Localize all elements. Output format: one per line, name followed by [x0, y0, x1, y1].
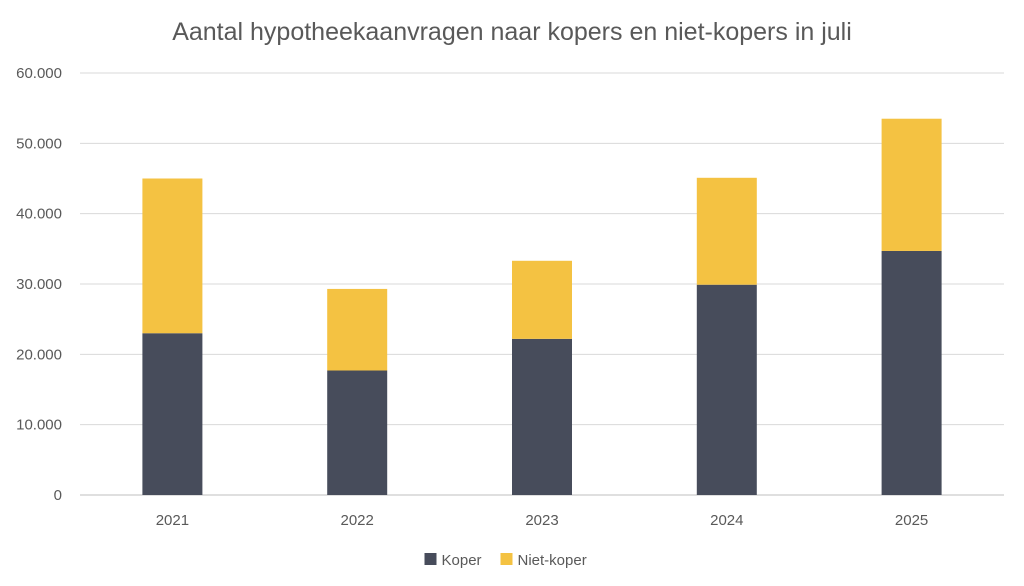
y-tick-label: 0 — [54, 487, 62, 504]
x-tick-label: 2025 — [895, 512, 928, 529]
y-tick-label: 50.000 — [16, 135, 62, 152]
bar-koper-2025 — [881, 250, 942, 495]
bar-niet-koper-2025 — [881, 118, 942, 251]
bar-niet-koper-2022 — [327, 288, 388, 371]
bar-niet-koper-2024 — [696, 177, 757, 285]
bar-niet-koper-2021 — [142, 178, 203, 334]
bar-koper-2023 — [512, 338, 572, 495]
bars — [142, 118, 942, 495]
y-tick-label: 60.000 — [16, 65, 62, 82]
x-tick-label: 2023 — [525, 512, 558, 529]
chart-title: Aantal hypotheekaanvragen naar kopers en… — [172, 18, 852, 46]
x-tick-label: 2021 — [156, 512, 189, 529]
y-tick-label: 30.000 — [16, 276, 62, 293]
x-tick-label: 2024 — [710, 512, 743, 529]
x-tick-label: 2022 — [341, 512, 374, 529]
legend-swatch-koper — [424, 553, 437, 565]
bar-koper-2021 — [142, 333, 203, 495]
bar-niet-koper-2023 — [512, 260, 572, 339]
legend-swatch-niet-koper — [500, 553, 513, 565]
y-tick-label: 40.000 — [16, 206, 62, 223]
legend-label: Niet-koper — [518, 552, 587, 569]
bar-koper-2022 — [327, 370, 388, 495]
bar-koper-2024 — [696, 284, 757, 495]
x-axis-tick-labels: 2021 2022 2023 2024 2025 — [156, 512, 929, 529]
y-tick-label: 10.000 — [16, 417, 62, 434]
legend-label: Koper — [442, 552, 482, 569]
legend: Koper Niet-koper — [424, 552, 587, 569]
y-tick-label: 20.000 — [16, 346, 62, 363]
y-axis-tick-labels: 0 10.000 20.000 30.000 40.000 50.000 60.000 — [16, 65, 62, 504]
